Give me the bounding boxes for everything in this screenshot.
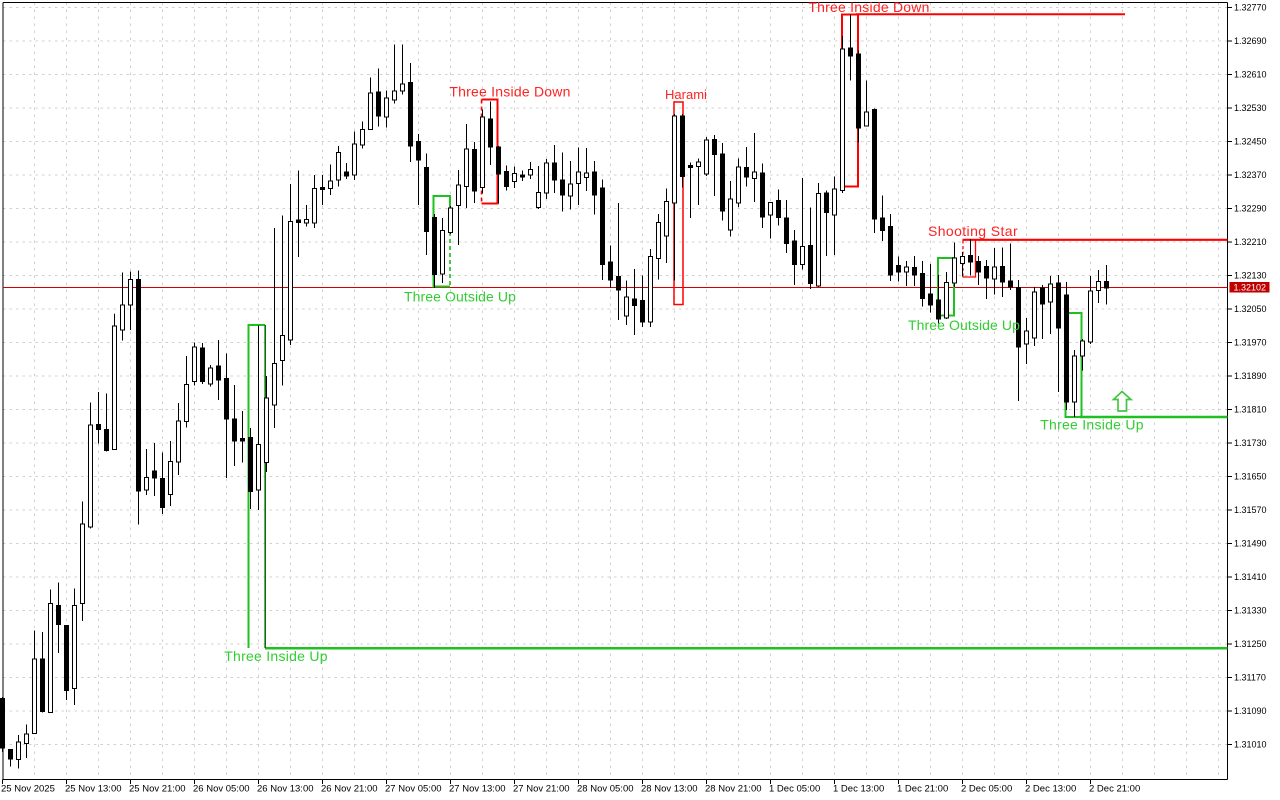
svg-text:1.32130: 1.32130 [1234, 271, 1267, 281]
svg-text:26 Nov 21:00: 26 Nov 21:00 [321, 784, 378, 795]
svg-text:1.31810: 1.31810 [1234, 405, 1267, 415]
svg-text:Three Outside Up: Three Outside Up [404, 289, 516, 305]
svg-text:1.32450: 1.32450 [1234, 137, 1267, 147]
svg-text:Harami: Harami [665, 87, 707, 102]
svg-text:1 Dec 21:00: 1 Dec 21:00 [897, 784, 948, 795]
svg-text:1.32610: 1.32610 [1234, 70, 1267, 80]
svg-text:25 Nov 2025: 25 Nov 2025 [1, 784, 55, 795]
svg-text:1.31570: 1.31570 [1234, 505, 1267, 515]
svg-text:26 Nov 13:00: 26 Nov 13:00 [257, 784, 314, 795]
svg-text:2 Dec 21:00: 2 Dec 21:00 [1089, 784, 1140, 795]
svg-text:2 Dec 05:00: 2 Dec 05:00 [961, 784, 1012, 795]
svg-text:28 Nov 13:00: 28 Nov 13:00 [641, 784, 698, 795]
svg-text:1.31090: 1.31090 [1234, 706, 1267, 716]
svg-text:1.31970: 1.31970 [1234, 338, 1267, 348]
svg-text:1.31410: 1.31410 [1234, 572, 1267, 582]
svg-text:1.32290: 1.32290 [1234, 204, 1267, 214]
svg-text:1.31730: 1.31730 [1234, 438, 1267, 448]
svg-text:1.31650: 1.31650 [1234, 472, 1267, 482]
svg-text:1.31170: 1.31170 [1234, 673, 1266, 683]
svg-text:Three Inside Up: Three Inside Up [1040, 417, 1144, 433]
svg-text:2 Dec 13:00: 2 Dec 13:00 [1025, 784, 1076, 795]
svg-text:25 Nov 21:00: 25 Nov 21:00 [129, 784, 186, 795]
svg-text:25 Nov 13:00: 25 Nov 13:00 [65, 784, 122, 795]
svg-text:27 Nov 21:00: 27 Nov 21:00 [513, 784, 570, 795]
svg-text:1.32370: 1.32370 [1234, 170, 1267, 180]
svg-text:1.32690: 1.32690 [1234, 36, 1267, 46]
svg-text:1 Dec 05:00: 1 Dec 05:00 [769, 784, 820, 795]
svg-text:1.32770: 1.32770 [1234, 3, 1267, 13]
svg-text:1.31010: 1.31010 [1234, 740, 1267, 750]
svg-text:Three Inside Down: Three Inside Down [449, 84, 570, 100]
svg-text:1 Dec 13:00: 1 Dec 13:00 [833, 784, 884, 795]
svg-text:26 Nov 05:00: 26 Nov 05:00 [193, 784, 250, 795]
svg-text:1.32050: 1.32050 [1234, 304, 1267, 314]
svg-text:Three Outside Up: Three Outside Up [908, 317, 1020, 333]
svg-text:27 Nov 13:00: 27 Nov 13:00 [449, 784, 506, 795]
svg-text:1.32102: 1.32102 [1234, 283, 1267, 293]
svg-text:Three Inside Up: Three Inside Up [224, 648, 328, 664]
svg-text:28 Nov 21:00: 28 Nov 21:00 [705, 784, 762, 795]
svg-text:1.32530: 1.32530 [1234, 103, 1267, 113]
svg-text:1.31490: 1.31490 [1234, 539, 1267, 549]
svg-text:Shooting Star: Shooting Star [928, 223, 1018, 239]
svg-text:27 Nov 05:00: 27 Nov 05:00 [385, 784, 442, 795]
svg-text:28 Nov 05:00: 28 Nov 05:00 [577, 784, 634, 795]
svg-text:1.31330: 1.31330 [1234, 606, 1267, 616]
svg-text:1.31890: 1.31890 [1234, 371, 1267, 381]
svg-text:1.31250: 1.31250 [1234, 639, 1267, 649]
svg-text:Three Inside Down: Three Inside Down [808, 0, 929, 15]
svg-text:1.32210: 1.32210 [1234, 237, 1267, 247]
